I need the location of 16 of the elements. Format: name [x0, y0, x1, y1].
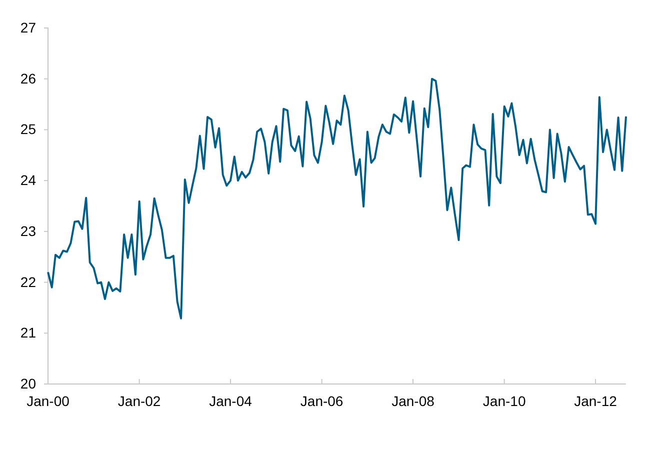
y-tick-label: 27 [20, 19, 36, 36]
x-tick-label: Jan-10 [482, 392, 526, 409]
x-tick-label: Jan-02 [118, 392, 161, 409]
line-series [47, 78, 627, 320]
x-tick-label: Jan-06 [300, 392, 344, 409]
y-tick-label: 20 [20, 375, 36, 392]
x-tick-label: Jan-04 [209, 392, 252, 409]
y-tick-label: 25 [20, 121, 36, 138]
x-tick-label: Jan-00 [26, 392, 70, 409]
y-tick-label: 24 [20, 172, 36, 188]
y-tick-label: 22 [20, 274, 36, 290]
x-tick-label: Jan-12 [574, 392, 618, 409]
y-tick-label: 26 [20, 70, 36, 86]
y-tick-label: 23 [20, 222, 36, 239]
x-tick-label: Jan-08 [392, 392, 435, 409]
y-tick-label: 21 [20, 324, 36, 341]
